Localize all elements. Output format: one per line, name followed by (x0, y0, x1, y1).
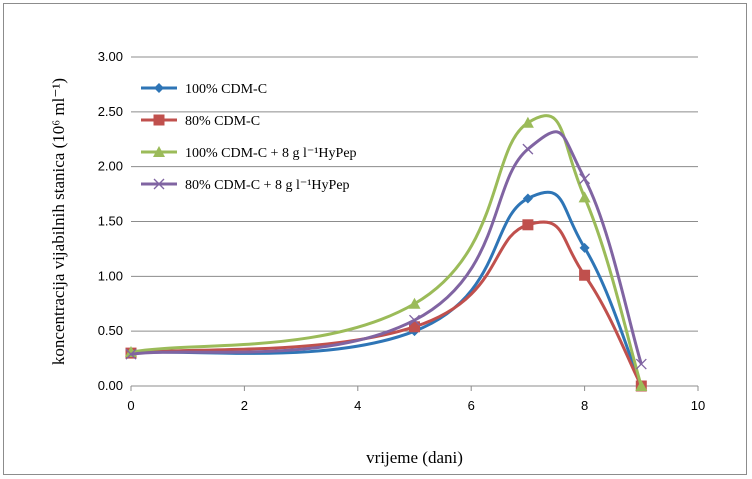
x-marker-stroke (125, 348, 137, 360)
data-point-square (579, 269, 591, 281)
x-tick-label: 4 (354, 398, 361, 413)
series-line (130, 190, 643, 387)
data-point-x (153, 178, 165, 190)
x-tick-label: 8 (581, 398, 588, 413)
legend-entry: 80% CDM-C (141, 114, 260, 129)
grid-lines (131, 56, 698, 332)
legend-label: 80% CDM-C + 8 g l⁻¹HyPep (185, 178, 350, 193)
axes (130, 385, 699, 391)
y-tick-label: 3.00 (98, 49, 123, 64)
y-tick-label: 0.00 (98, 378, 123, 393)
legend-label: 100% CDM-C + 8 g l⁻¹HyPep (185, 146, 357, 161)
legend-label: 80% CDM-C (185, 114, 260, 129)
data-point-x (409, 314, 420, 326)
x-marker-stroke (522, 143, 534, 155)
series-4 (125, 130, 647, 370)
x-tick-label: 10 (691, 398, 705, 413)
y-tick-label: 1.00 (98, 268, 123, 283)
x-tick-labels: 0 2 4 6 8 10 (127, 398, 705, 413)
series-1 (126, 190, 647, 391)
data-point-square (153, 114, 165, 126)
x-marker-stroke (635, 358, 647, 370)
y-tick-labels: 0.00 0.50 1.00 1.50 2.00 2.50 3.00 (98, 49, 123, 393)
legend: 100% CDM-C 80% CDM-C 100% CDM-C + 8 g l⁻¹H… (141, 82, 357, 193)
data-point-triangle (521, 116, 534, 128)
data-point-x (635, 358, 647, 370)
series-line (130, 114, 643, 387)
legend-label: 100% CDM-C (185, 82, 267, 97)
data-point-square (409, 321, 420, 333)
legend-entry: 80% CDM-C + 8 g l⁻¹HyPep (141, 178, 350, 193)
data-point-triangle (153, 146, 165, 157)
data-point-triangle (408, 297, 421, 309)
y-tick-label: 0.50 (98, 323, 123, 338)
series-2 (125, 219, 647, 392)
series-3 (125, 114, 648, 391)
x-tick-label: 6 (468, 398, 475, 413)
x-tick-label: 2 (241, 398, 248, 413)
x-axis-label: vrijeme (dani) (366, 448, 463, 467)
data-point-diamond (579, 242, 590, 253)
chart-frame (3, 3, 747, 475)
legend-entry: 100% CDM-C + 8 g l⁻¹HyPep (141, 146, 357, 161)
data-point-x (579, 173, 591, 185)
data-point-x (125, 348, 137, 360)
x-marker-stroke (409, 314, 420, 326)
series-group (125, 114, 648, 392)
series-line (130, 130, 643, 365)
legend-entry: 100% CDM-C (141, 82, 267, 97)
y-axis-label: koncentracija vijabilnih stanica (10⁶ ml… (49, 78, 68, 365)
y-tick-label: 2.50 (98, 104, 123, 119)
data-point-x (522, 143, 534, 155)
x-marker-stroke (579, 173, 591, 185)
data-point-triangle (635, 380, 648, 391)
x-marker-stroke (153, 178, 165, 190)
data-point-triangle (578, 191, 591, 203)
data-point-square (522, 219, 534, 231)
data-point-diamond (154, 83, 164, 93)
y-tick-label: 2.00 (98, 159, 123, 174)
y-tick-label: 1.50 (98, 214, 123, 229)
data-point-diamond (522, 193, 533, 204)
x-tick-label: 0 (127, 398, 134, 413)
series-line (130, 220, 643, 387)
